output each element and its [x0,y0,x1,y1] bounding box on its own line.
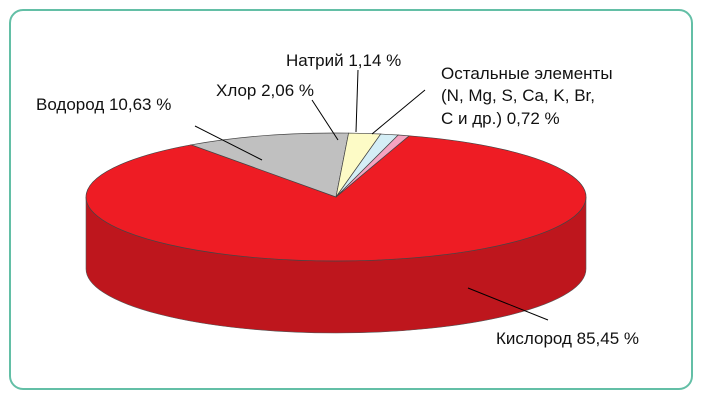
label-kislorod: Кислород 85,45 % [496,329,639,348]
label-ostalnye-line2: (N, Mg, S, Ca, K, Br, [441,86,595,105]
label-ostalnye-line1: Остальные элементы [441,64,613,83]
label-vodorod: Водород 10,63 % [36,95,171,114]
leader-kislorod [467,287,549,321]
pie-slice-остальные-элементы [335,134,410,198]
leader-natriy [355,69,359,133]
label-natriy: Натрий 1,14 % [286,51,401,70]
label-ostalnye-line3: C и др.) 0,72 % [441,109,560,128]
leader-vodorod [194,125,263,161]
pie-top-slices [85,132,587,262]
leader-ostalnye [371,89,426,135]
pie-slice-кислород [85,135,587,262]
label-hlor: Хлор 2,06 % [216,81,314,100]
leader-hlor [311,99,339,141]
pie-slice-водород [189,132,350,198]
